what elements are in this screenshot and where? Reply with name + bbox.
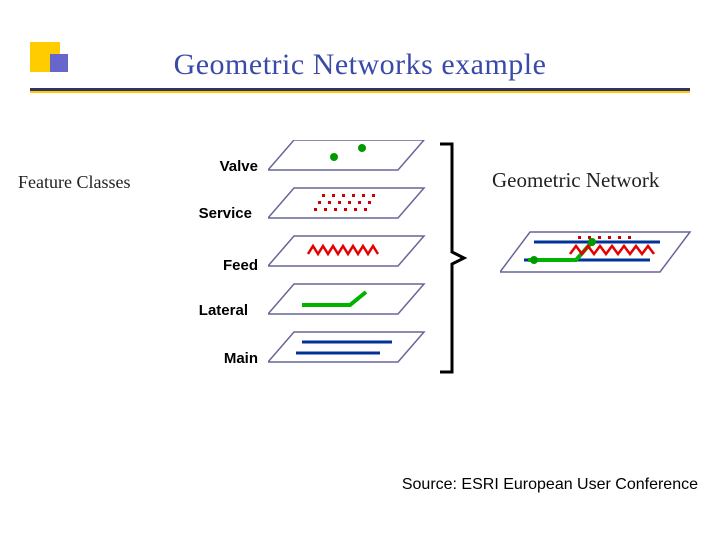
plane-main [268,332,424,362]
layer-label-service: Service [162,205,252,222]
bracket-icon [436,140,486,380]
title-bullet-icon [30,42,70,82]
slide-title: Geometric Networks example [0,48,720,82]
layer-label-valve: Valve [168,158,258,175]
plane-valve [268,140,424,170]
layer-label-main: Main [168,350,258,367]
plane-lateral [268,284,424,314]
combined-network-diagram [500,228,700,288]
plane-service [268,188,424,218]
layer-label-feed: Feed [168,257,258,274]
source-citation: Source: ESRI European User Conference [402,476,698,494]
layer-label-lateral: Lateral [158,302,248,319]
feature-classes-label: Feature Classes [18,172,130,193]
layers-diagram [268,140,448,400]
slide-root: Geometric Networks example Feature Class… [0,0,720,540]
geometric-network-label: Geometric Network [492,168,659,193]
plane-feed [268,236,424,266]
title-underline [30,88,690,91]
title-bar: Geometric Networks example [0,48,720,82]
